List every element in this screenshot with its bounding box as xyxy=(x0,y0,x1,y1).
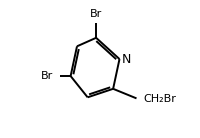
Text: Br: Br xyxy=(90,9,102,19)
Text: N: N xyxy=(122,53,132,66)
Text: CH₂Br: CH₂Br xyxy=(143,94,176,104)
Text: Br: Br xyxy=(41,71,54,81)
